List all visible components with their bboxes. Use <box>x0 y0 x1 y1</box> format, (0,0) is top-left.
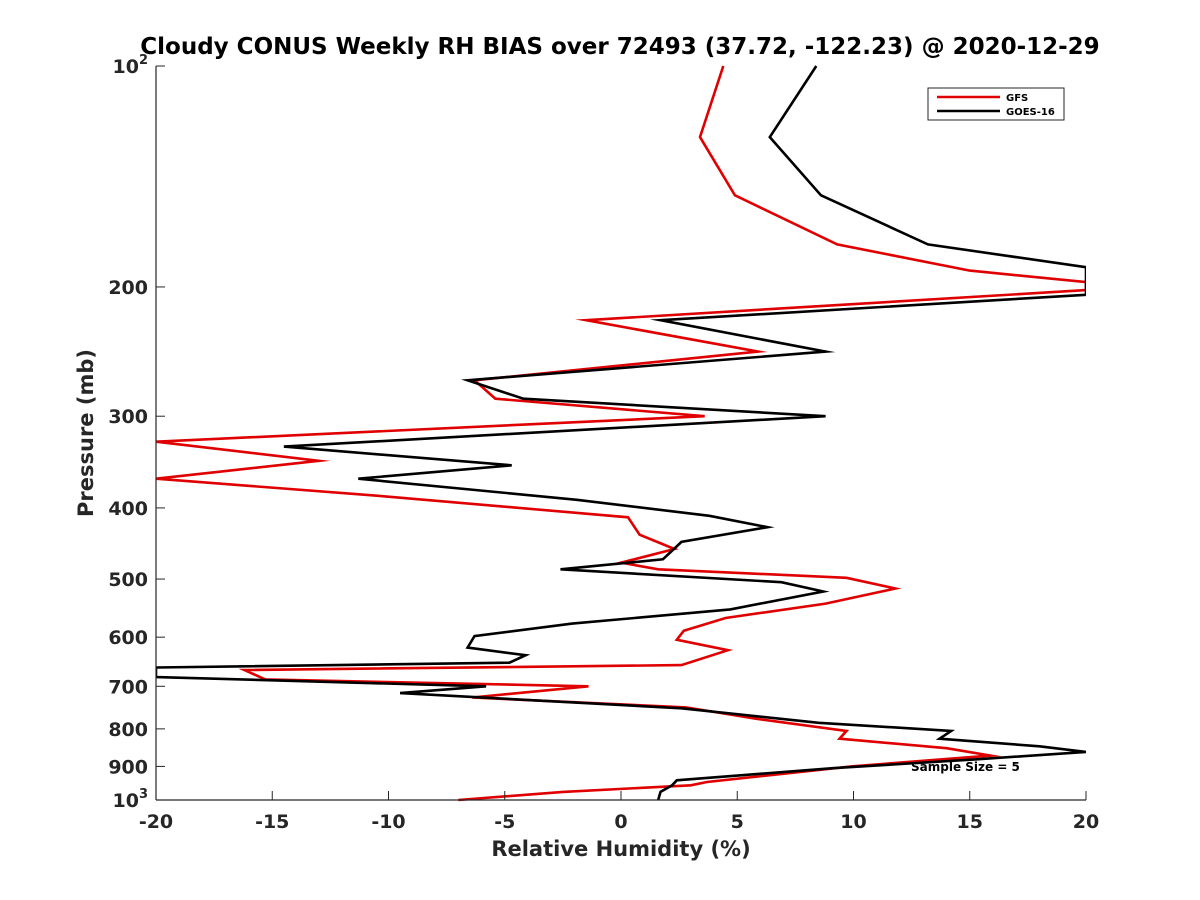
series-layer <box>156 65 1086 802</box>
x-tick-label: -5 <box>494 811 515 833</box>
legend-label-goes-16: GOES-16 <box>1006 107 1055 118</box>
y-tick-label: 200 <box>108 277 148 299</box>
x-ticks: -20 -15 -10 -5 0 5 10 15 20 <box>139 791 1099 833</box>
y-tick-label: 800 <box>108 719 148 741</box>
y-tick-label: 103 <box>113 787 149 812</box>
x-tick-label: 20 <box>1073 811 1099 833</box>
chart-title: Cloudy CONUS Weekly RH BIAS over 72493 (… <box>140 34 1099 60</box>
sample-size-annotation: Sample Size = 5 <box>911 760 1020 774</box>
x-tick-label: 10 <box>840 811 866 833</box>
y-tick-label: 102 <box>113 53 149 78</box>
y-tick-label: 500 <box>108 569 148 591</box>
x-tick-label: 15 <box>957 811 983 833</box>
series-line-goes-16 <box>156 65 1086 801</box>
series-line-gfs <box>156 65 1086 802</box>
legend-label-gfs: GFS <box>1006 93 1028 104</box>
y-tick-label: 900 <box>108 756 148 778</box>
y-tick-label: 700 <box>108 676 148 698</box>
y-tick-label: 300 <box>108 406 148 428</box>
y-ticks: 102 200 300 400 500 600 700 800 900 103 <box>108 53 165 812</box>
y-axis-label: Pressure (mb) <box>74 349 98 517</box>
x-tick-label: -15 <box>255 811 289 833</box>
legend: GFS GOES-16 <box>927 87 1065 121</box>
plot-area <box>156 66 1086 800</box>
x-tick-label: -20 <box>139 811 173 833</box>
x-tick-label: -10 <box>371 811 405 833</box>
x-axis-label: Relative Humidity (%) <box>491 837 750 861</box>
x-tick-label: 5 <box>731 811 744 833</box>
legend-box <box>927 87 1065 121</box>
y-tick-label: 600 <box>108 627 148 649</box>
x-tick-label: 0 <box>614 811 627 833</box>
y-tick-label: 400 <box>108 498 148 520</box>
